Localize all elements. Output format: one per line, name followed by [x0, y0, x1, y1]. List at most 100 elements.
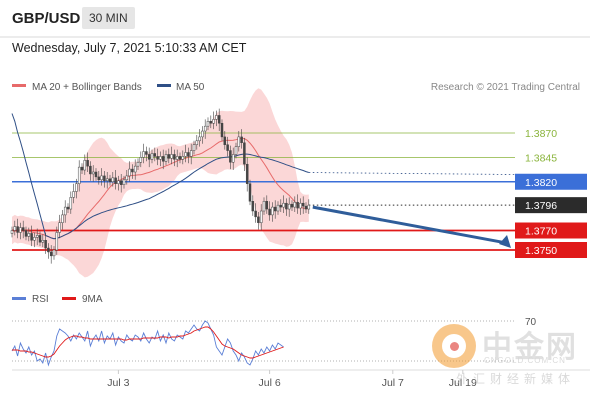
- candle: [10, 226, 14, 238]
- forecast-arrow-shaft: [312, 205, 508, 245]
- candle: [142, 143, 145, 164]
- candle: [52, 246, 56, 260]
- candle: [282, 195, 285, 213]
- candle: [167, 148, 171, 164]
- candle: [69, 191, 73, 214]
- ma50-legend-label: MA 50: [176, 82, 205, 93]
- candle: [287, 197, 291, 217]
- candle: [136, 158, 140, 171]
- candle: [243, 137, 246, 172]
- candle: [159, 151, 162, 167]
- candle: [212, 111, 215, 130]
- candle: [164, 150, 168, 166]
- level-box-pivot: [515, 173, 587, 190]
- candle: [173, 149, 176, 167]
- candle: [47, 243, 50, 259]
- level-box-current-price: [515, 197, 587, 214]
- candle: [66, 203, 70, 213]
- candle: [161, 149, 165, 170]
- candle: [103, 171, 106, 188]
- candle: [189, 143, 193, 165]
- candle: [215, 110, 218, 127]
- ma9-legend-swatch: [62, 297, 76, 300]
- x-axis: Jul 3 Jul 6 Jul 7 Jul 19: [107, 370, 477, 389]
- ma50-line: [11, 113, 309, 240]
- level-label-support-1: 1.3770: [525, 226, 557, 238]
- rsi-legend-label: RSI: [32, 294, 49, 305]
- candlesticks: [10, 108, 311, 264]
- candle: [206, 117, 210, 131]
- rsi-legend-swatch: [12, 297, 26, 300]
- candle: [248, 179, 252, 206]
- candle: [229, 145, 232, 170]
- candle: [223, 131, 227, 150]
- candle: [301, 196, 305, 214]
- level-label-resistance-2: 1.3870: [525, 128, 557, 140]
- timeframe-button[interactable]: 30 MIN: [82, 7, 135, 29]
- candle: [187, 147, 190, 164]
- watermark-name: 中金网: [482, 330, 578, 365]
- candle: [307, 199, 311, 214]
- candle: [265, 195, 269, 214]
- watermark-subtitle: 外汇财经新媒体: [456, 372, 576, 386]
- ma9-legend-label: 9MA: [82, 294, 103, 305]
- forecast-arrowhead: [499, 235, 511, 249]
- candle: [80, 163, 84, 174]
- ma20-legend-label: MA 20 + Bollinger Bands: [32, 82, 142, 93]
- ma20-legend-swatch: [12, 84, 26, 87]
- header-divider: [0, 36, 590, 38]
- timestamp: Wednesday, July 7, 2021 5:10:33 AM CET: [12, 41, 247, 55]
- candle: [16, 218, 19, 239]
- candle: [117, 175, 120, 191]
- candle: [226, 136, 229, 157]
- candle: [262, 197, 266, 215]
- x-tick-label: Jul 3: [107, 377, 129, 389]
- candle: [27, 227, 31, 242]
- candle: [35, 228, 39, 246]
- level-label-support-2: 1.3750: [525, 245, 557, 257]
- watermark-url: CNGOLD.COM.CN: [484, 356, 566, 365]
- rsi-panel: 70: [11, 317, 537, 367]
- candle: [33, 232, 36, 248]
- level-labels: 1.3870 1.3845 1.3820 1.3796 1.3770 1.3750: [515, 128, 587, 258]
- candle: [237, 131, 241, 152]
- candle: [150, 149, 154, 164]
- candle: [296, 194, 299, 214]
- candle: [38, 231, 42, 247]
- candle: [105, 172, 109, 189]
- candle: [131, 164, 134, 179]
- candle: [268, 201, 271, 221]
- candle: [153, 147, 157, 162]
- candle: [128, 161, 131, 182]
- candle: [240, 129, 243, 149]
- candle: [30, 225, 33, 247]
- candle: [271, 202, 274, 222]
- candle: [245, 157, 249, 192]
- candle: [279, 199, 283, 212]
- candle: [139, 151, 143, 168]
- candle: [178, 152, 182, 164]
- candle: [304, 202, 308, 213]
- candle: [285, 198, 288, 216]
- candle: [122, 175, 126, 189]
- candle: [217, 108, 221, 132]
- candle: [13, 220, 17, 236]
- credit-text: Research © 2021 Trading Central: [431, 82, 580, 93]
- candle: [108, 174, 112, 186]
- candle: [111, 172, 115, 187]
- candle: [293, 196, 297, 212]
- candle: [234, 142, 238, 159]
- candle: [86, 152, 89, 172]
- candle: [24, 226, 28, 241]
- candle: [94, 168, 98, 181]
- candle: [100, 168, 103, 186]
- candle: [125, 170, 129, 185]
- watermark-logo-icon: [432, 324, 476, 368]
- candle: [170, 146, 173, 165]
- candle: [201, 126, 204, 144]
- candle: [44, 232, 47, 254]
- rsi-line: [11, 320, 284, 367]
- candle: [63, 200, 67, 223]
- candle: [77, 160, 81, 192]
